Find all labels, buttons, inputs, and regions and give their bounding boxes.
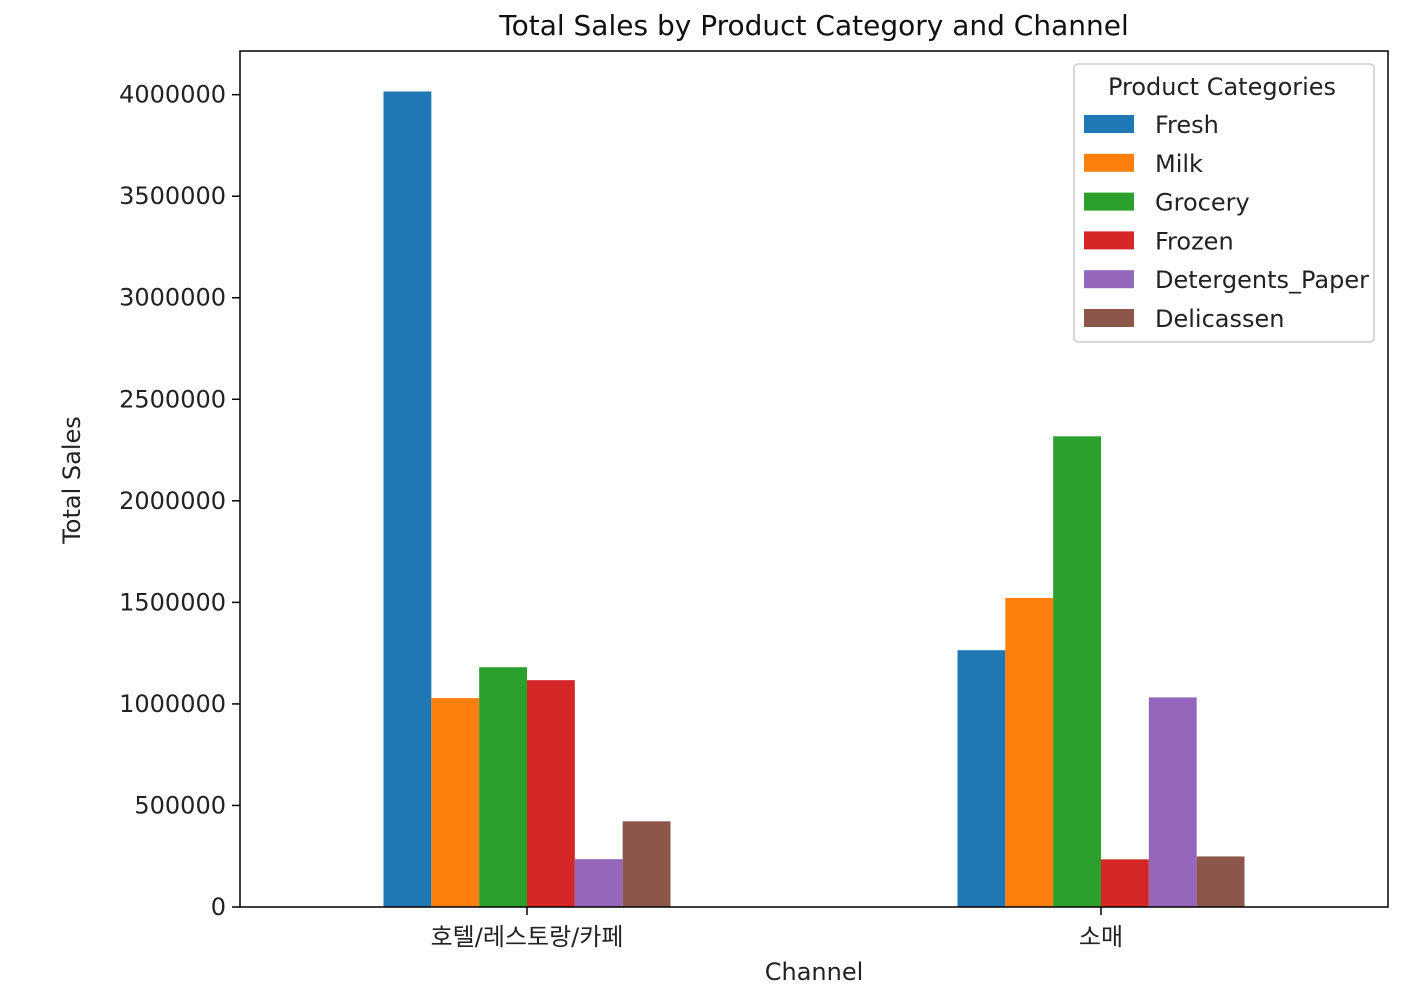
legend-swatch-detergents-paper: [1084, 270, 1134, 289]
bar-frozen-1: [1101, 859, 1149, 907]
bar-milk-0: [431, 698, 480, 907]
bar-milk-1: [1005, 597, 1054, 907]
bar-detergents-paper-0: [574, 859, 623, 907]
bar-frozen-0: [527, 680, 575, 907]
legend-label-detergents-paper: Detergents_Paper: [1155, 266, 1369, 294]
legend-label-fresh: Fresh: [1155, 111, 1219, 139]
y-tick-label-5: 2500000: [119, 385, 226, 413]
bar-fresh-0: [383, 91, 432, 907]
plot-area: [383, 91, 1245, 907]
bar-detergents-paper-1: [1148, 697, 1197, 907]
legend-label-frozen: Frozen: [1155, 227, 1234, 255]
x-tick-label-1: 소매: [1079, 923, 1123, 951]
legend-swatch-milk: [1084, 153, 1134, 172]
legend-label-grocery: Grocery: [1155, 189, 1250, 217]
legend-label-delicassen: Delicassen: [1155, 305, 1284, 333]
legend-swatch-delicassen: [1084, 309, 1134, 327]
plot-frame: [239, 50, 1389, 908]
legend-swatch-fresh: [1084, 115, 1134, 133]
y-tick-label-0: 0: [211, 893, 226, 921]
bar-grocery-1: [1053, 436, 1101, 907]
y-tick-label-8: 4000000: [119, 81, 226, 109]
legend-swatch-grocery: [1084, 192, 1134, 211]
bar-fresh-1: [957, 650, 1006, 907]
x-axis-label: Channel: [765, 958, 864, 986]
x-tick-label-0: 호텔/레스토랑/카페: [431, 923, 624, 951]
y-tick-label-7: 3500000: [119, 182, 226, 210]
y-tick-label-1: 500000: [134, 791, 226, 819]
legend-frame: [1073, 63, 1375, 343]
y-tick-label-4: 2000000: [119, 487, 226, 515]
legend-title: Product Categories: [1108, 73, 1336, 101]
legend: Product Categories Fresh Milk Grocery Froze…: [1073, 63, 1375, 343]
y-tick-label-3: 1500000: [119, 588, 226, 616]
bar-grocery-0: [479, 667, 527, 907]
x-axis: 호텔/레스토랑/카페 소매: [431, 907, 1123, 951]
y-tick-label-6: 3000000: [119, 284, 226, 312]
legend-label-milk: Milk: [1155, 150, 1203, 178]
legend-swatch-frozen: [1084, 231, 1134, 250]
legend-items: Fresh Milk Grocery Frozen Detergents_Paper De…: [1084, 111, 1369, 333]
bar-delicassen-0: [622, 821, 671, 907]
chart-title: Total Sales by Product Category and Chan…: [498, 9, 1129, 42]
y-axis: 0 500000 1000000 1500000 2000000 2500000 30000…: [119, 81, 240, 921]
y-axis-label: Total Sales: [58, 416, 86, 545]
bar-delicassen-1: [1196, 856, 1245, 907]
y-tick-label-2: 1000000: [119, 690, 226, 718]
